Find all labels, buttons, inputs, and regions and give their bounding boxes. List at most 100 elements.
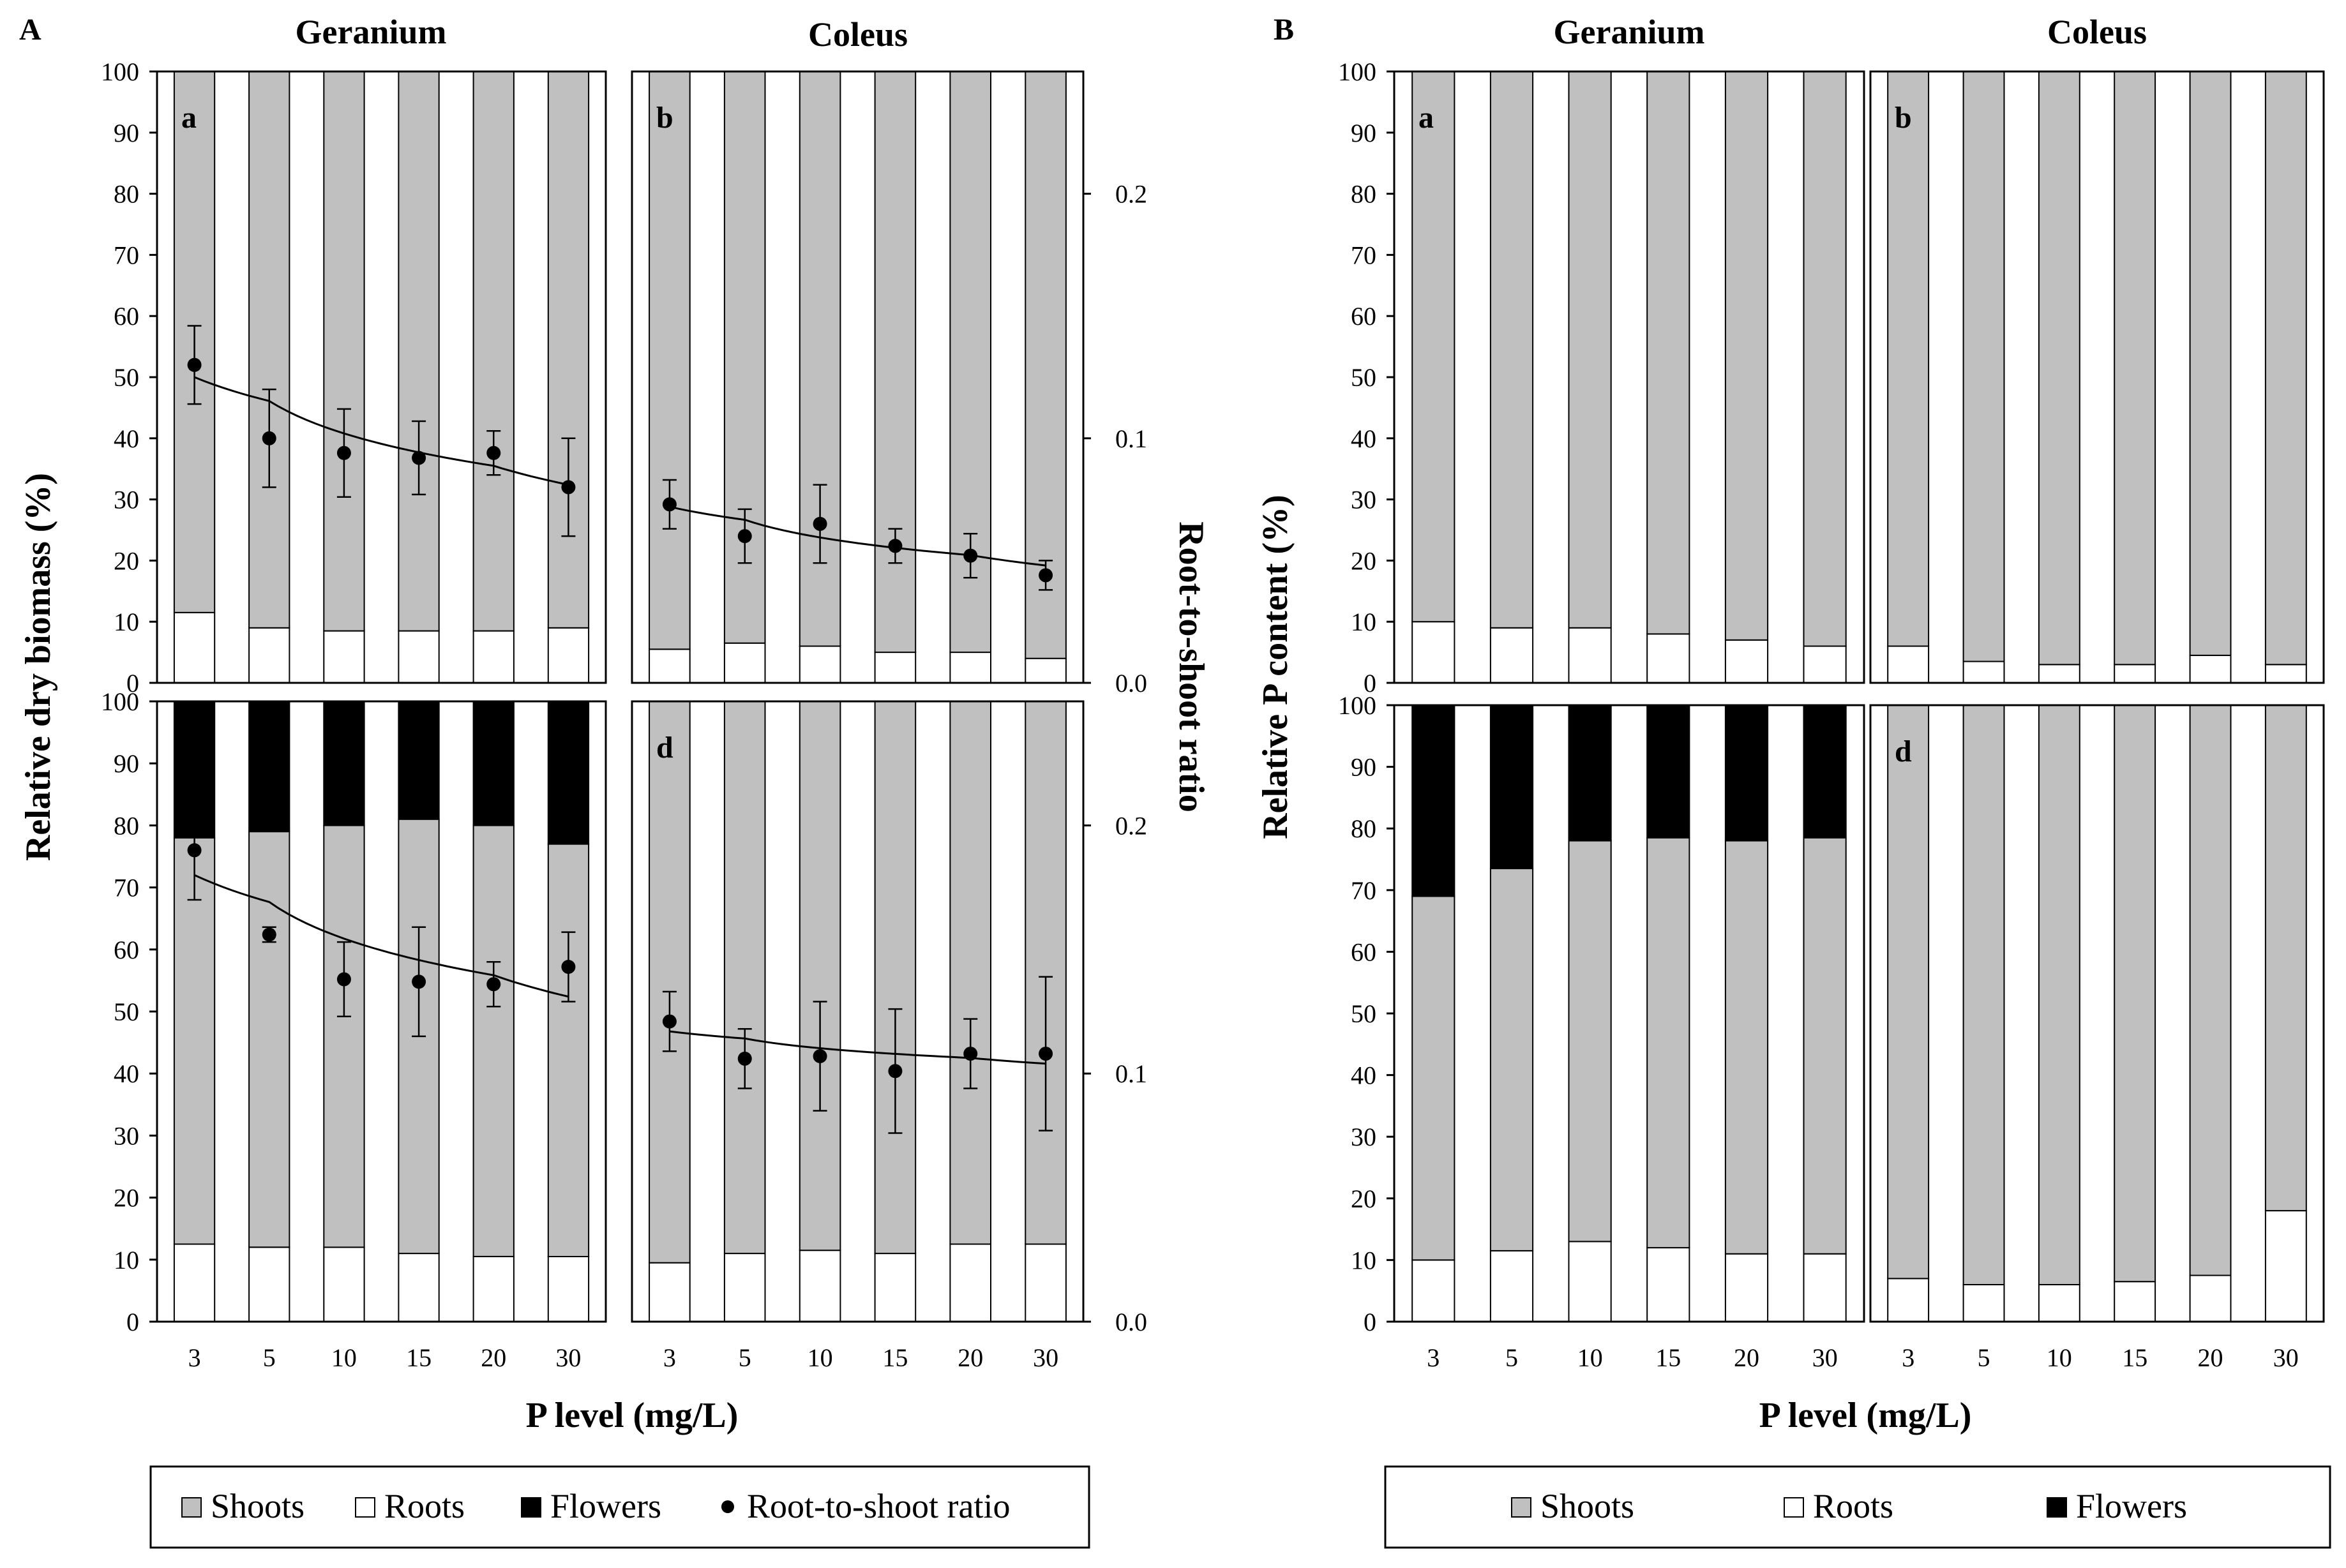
bar-shoots-A-a-15 bbox=[398, 71, 440, 632]
x-tick-label-A-d-20: 20 bbox=[958, 1343, 983, 1372]
x-tick-label-A-c-5: 5 bbox=[263, 1343, 276, 1372]
plot-frame-A-a bbox=[156, 70, 607, 684]
ratio-point-A-d-15 bbox=[888, 1064, 903, 1079]
ratio-trend-A-c bbox=[193, 874, 569, 998]
bar-roots-A-b-10 bbox=[799, 645, 841, 683]
ratio-point-A-b-5 bbox=[737, 529, 752, 544]
y-tick-label-B-a-50: 50 bbox=[1351, 363, 1376, 392]
y-tick-label-B-a-10: 10 bbox=[1351, 608, 1376, 636]
legend-A-roots-label: Roots bbox=[384, 1487, 465, 1525]
bar-shoots-B-b-10 bbox=[2038, 71, 2080, 666]
bar-flowers-B-c-30 bbox=[1803, 705, 1847, 839]
bar-shoots-A-c-20 bbox=[472, 825, 515, 1257]
ratio-point-A-c-15 bbox=[412, 974, 426, 989]
bar-roots-B-b-15 bbox=[2114, 664, 2156, 684]
y-tick-label-A-a-80: 80 bbox=[114, 180, 139, 209]
bar-roots-B-a-10 bbox=[1568, 627, 1612, 683]
bar-roots-B-c-15 bbox=[1646, 1247, 1690, 1322]
bar-shoots-A-d-5 bbox=[723, 701, 766, 1255]
bar-shoots-B-c-3 bbox=[1411, 895, 1455, 1261]
y-tick-label-A-a-50: 50 bbox=[114, 363, 139, 392]
bar-flowers-A-c-5 bbox=[248, 701, 290, 833]
ratio-point-A-b-15 bbox=[888, 539, 903, 553]
bar-roots-B-b-3 bbox=[1887, 645, 1930, 683]
ratio-point-A-c-10 bbox=[336, 972, 351, 987]
bar-roots-B-b-5 bbox=[1962, 661, 2005, 683]
x-tick-label-B-c-3: 3 bbox=[1427, 1343, 1440, 1372]
y2-tick-label-A-b-0.1: 0.1 bbox=[1115, 424, 1147, 453]
bar-shoots-B-a-5 bbox=[1489, 71, 1534, 629]
legend-A-ratio-marker bbox=[721, 1500, 734, 1513]
plot-letter-B-c: c bbox=[1418, 735, 1432, 768]
bar-roots-B-c-20 bbox=[1724, 1253, 1769, 1322]
bar-shoots-B-a-30 bbox=[1803, 71, 1847, 647]
y-tick-label-B-c-50: 50 bbox=[1351, 999, 1376, 1028]
bar-roots-B-b-10 bbox=[2038, 664, 2080, 684]
plot-letter-A-c: c bbox=[181, 731, 195, 765]
bar-roots-B-c-5 bbox=[1489, 1250, 1534, 1323]
ratio-point-A-c-3 bbox=[187, 843, 202, 858]
y-tick-label-B-a-100: 100 bbox=[1338, 57, 1376, 86]
bar-roots-B-c-3 bbox=[1411, 1259, 1455, 1323]
x-tick-label-A-d-30: 30 bbox=[1033, 1343, 1058, 1372]
x-tick-label-A-d-15: 15 bbox=[882, 1343, 908, 1372]
bar-roots-A-c-10 bbox=[323, 1246, 365, 1323]
y-tick-label-A-a-30: 30 bbox=[114, 486, 139, 514]
ratio-point-A-a-30 bbox=[561, 480, 576, 495]
y-tick-label-A-a-90: 90 bbox=[114, 119, 139, 147]
y-tick-label-A-c-40: 40 bbox=[114, 1059, 139, 1088]
ratio-trend-A-a bbox=[194, 376, 569, 486]
bar-roots-A-b-30 bbox=[1025, 657, 1067, 683]
legend-A-frame bbox=[149, 1465, 1090, 1549]
y-tick-label-A-c-30: 30 bbox=[114, 1121, 139, 1150]
y-tick-label-A-c-70: 70 bbox=[114, 874, 139, 902]
bar-shoots-B-b-20 bbox=[2189, 71, 2232, 656]
bar-roots-B-d-30 bbox=[2264, 1210, 2307, 1322]
plot-B-b: b bbox=[1869, 70, 2325, 684]
bar-shoots-B-b-5 bbox=[1962, 71, 2005, 662]
bar-roots-B-a-5 bbox=[1489, 627, 1534, 683]
x-tick-label-B-c-20: 20 bbox=[1734, 1343, 1759, 1372]
bar-roots-A-d-3 bbox=[649, 1262, 691, 1322]
bar-shoots-B-d-30 bbox=[2264, 705, 2307, 1212]
bar-flowers-A-c-15 bbox=[398, 701, 440, 820]
y-tick-label-B-c-30: 30 bbox=[1351, 1123, 1376, 1151]
y2-tick-label-A-d-0.2: 0.2 bbox=[1115, 811, 1147, 840]
bar-roots-B-b-30 bbox=[2264, 664, 2307, 684]
bar-shoots-A-c-3 bbox=[173, 837, 216, 1245]
ratio-point-A-a-20 bbox=[486, 445, 501, 460]
x-tick-label-B-c-5: 5 bbox=[1505, 1343, 1518, 1372]
plot-A-b: 0.0 0.1 0.2 b bbox=[631, 70, 1147, 698]
bar-roots-B-a-15 bbox=[1646, 633, 1690, 684]
y2-tick-label-A-d-0.1: 0.1 bbox=[1115, 1059, 1147, 1088]
y-tick-label-A-c-90: 90 bbox=[114, 749, 139, 778]
bar-flowers-A-c-30 bbox=[547, 701, 590, 845]
bar-flowers-B-c-10 bbox=[1568, 705, 1612, 842]
x-axis-label-B: P level (mg/L) bbox=[1759, 1396, 1972, 1435]
bar-shoots-B-c-5 bbox=[1489, 868, 1534, 1251]
ratio-point-A-a-3 bbox=[187, 357, 202, 372]
col-title-B-geranium: Geranium bbox=[1554, 13, 1705, 51]
bar-roots-A-a-10 bbox=[323, 630, 365, 683]
y-tick-label-B-c-10: 10 bbox=[1351, 1246, 1376, 1274]
y2-tick-label-A-b-0.0: 0.0 bbox=[1115, 669, 1147, 698]
ratio-point-A-d-5 bbox=[737, 1051, 752, 1066]
bar-shoots-B-c-10 bbox=[1568, 840, 1612, 1243]
bar-shoots-A-d-30 bbox=[1025, 701, 1067, 1245]
y-axis-label-A: Relative dry biomass (%) bbox=[19, 473, 58, 861]
bar-shoots-A-d-15 bbox=[874, 701, 917, 1255]
legend-A-shoots-swatch bbox=[181, 1497, 202, 1518]
bar-roots-A-d-10 bbox=[799, 1250, 841, 1322]
x-axis-label-A: P level (mg/L) bbox=[526, 1396, 739, 1435]
y-tick-label-B-c-100: 100 bbox=[1338, 691, 1376, 720]
y2-tick-label-A-b-0.2: 0.2 bbox=[1115, 180, 1147, 209]
ratio-point-A-b-20 bbox=[963, 548, 978, 563]
legend-B: Shoots Roots Flowers bbox=[1384, 1465, 2331, 1549]
bar-roots-A-d-15 bbox=[874, 1253, 917, 1322]
bar-roots-A-b-20 bbox=[949, 652, 992, 683]
bar-shoots-A-d-10 bbox=[799, 701, 841, 1251]
plot-letter-B-a: a bbox=[1418, 101, 1434, 135]
y-axis-label-B: Relative P content (%) bbox=[1256, 495, 1295, 839]
y-tick-label-A-c-50: 50 bbox=[114, 997, 139, 1026]
bar-roots-A-a-15 bbox=[398, 630, 440, 683]
